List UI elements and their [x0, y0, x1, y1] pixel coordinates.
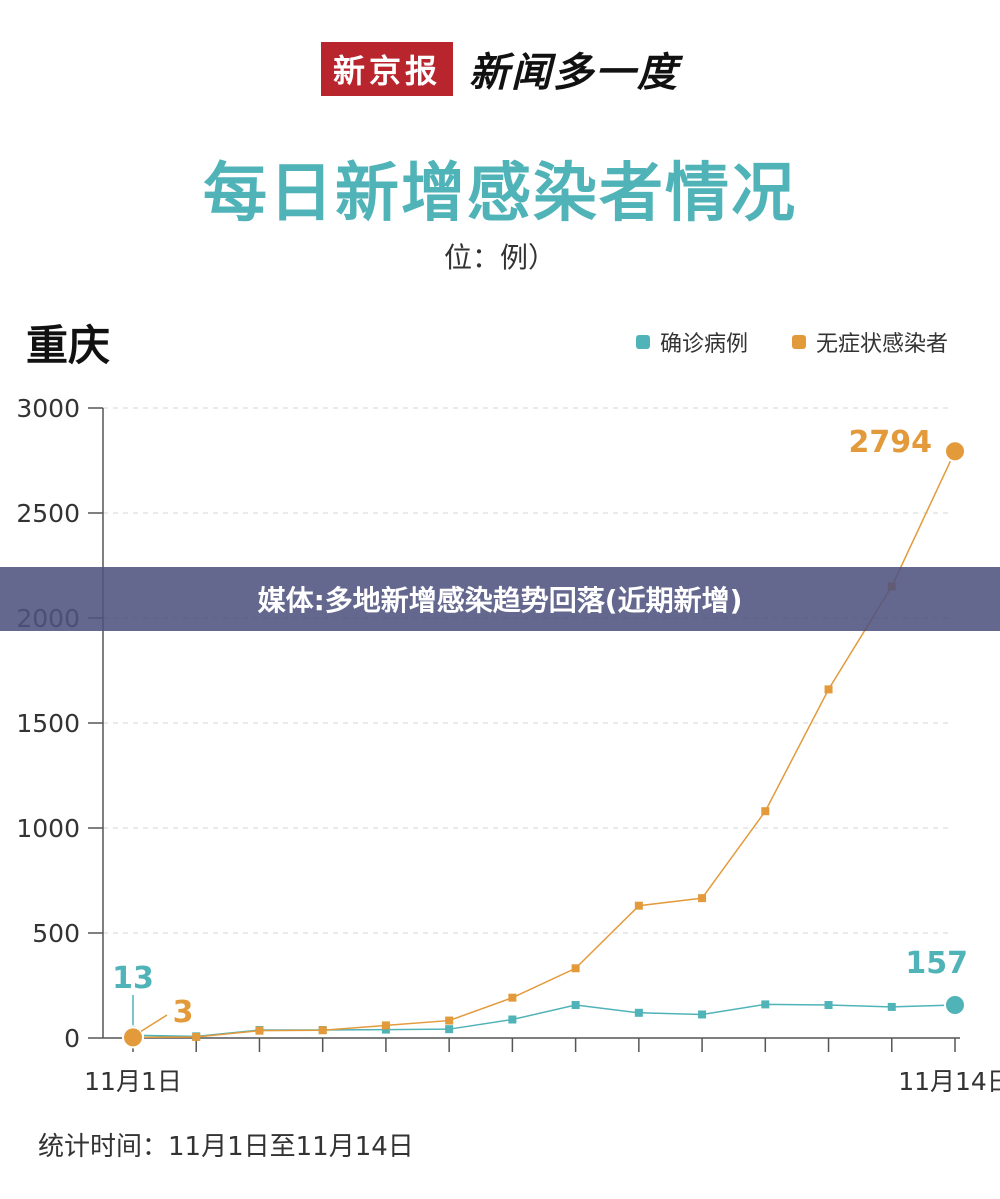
series-point-confirmed	[508, 1015, 517, 1024]
footnote: 统计时间：11月1日至11月14日	[38, 1132, 414, 1162]
series-point-asymptomatic	[571, 964, 580, 973]
data-label-asymptomatic-first: 3	[173, 995, 194, 1030]
series-point-asymptomatic	[445, 1016, 454, 1025]
legend-label-asymptomatic: 无症状感染者	[815, 332, 948, 357]
series-point-asymptomatic	[824, 685, 833, 694]
legend-swatch-asymptomatic	[791, 335, 806, 349]
brand-logo: 新京报	[320, 42, 453, 96]
series-endpoint-asymptomatic	[122, 1026, 144, 1049]
series-point-confirmed	[381, 1025, 390, 1034]
y-tick-label: 1000	[16, 814, 80, 843]
chart-title: 重庆	[26, 321, 111, 370]
series-point-asymptomatic	[192, 1032, 201, 1041]
legend-label-confirmed: 确诊病例	[659, 332, 748, 357]
chart-legend: 确诊病例 无症状感染者	[635, 326, 948, 358]
series-endpoint-asymptomatic	[944, 440, 966, 463]
data-label-asymptomatic-last: 2794	[849, 425, 933, 460]
legend-item-asymptomatic: 无症状感染者	[791, 326, 948, 358]
series-point-asymptomatic	[255, 1026, 264, 1035]
y-tick-label: 0	[64, 1024, 80, 1053]
series-line-asymptomatic	[132, 450, 956, 1039]
series-point-asymptomatic	[318, 1026, 327, 1035]
y-tick-label: 2500	[16, 499, 80, 528]
legend-item-confirmed: 确诊病例	[635, 326, 748, 358]
series-point-asymptomatic	[634, 901, 643, 910]
y-tick-label: 500	[32, 919, 80, 948]
series-point-confirmed	[445, 1025, 454, 1034]
label-leader-asymptomatic	[140, 1014, 168, 1033]
series-point-confirmed	[824, 1001, 833, 1010]
x-tick-label: 11月1日	[84, 1067, 182, 1096]
series-point-confirmed	[571, 1001, 580, 1010]
series-point-confirmed	[698, 1010, 707, 1019]
series-point-asymptomatic	[698, 894, 707, 903]
brand-header: 新京报 新闻多一度	[0, 40, 1000, 98]
data-label-confirmed-first: 13	[112, 961, 154, 996]
series-point-asymptomatic	[381, 1021, 390, 1030]
headline-banner: 媒体:多地新增感染趋势回落(近期新增)	[0, 567, 1000, 631]
legend-swatch-confirmed	[635, 335, 650, 349]
unit-label: 位：例）	[443, 241, 556, 274]
series-point-confirmed	[761, 1000, 770, 1009]
data-label-confirmed-last: 157	[905, 946, 968, 981]
series-point-asymptomatic	[761, 807, 770, 816]
series-endpoint-confirmed	[944, 994, 966, 1017]
y-tick-label: 1500	[16, 709, 80, 738]
y-tick-label: 3000	[16, 394, 80, 423]
x-tick-label: 11月14日	[898, 1067, 1000, 1096]
series-point-confirmed	[634, 1008, 643, 1017]
page-title: 每日新增感染者情况	[203, 157, 797, 231]
brand-slogan: 新闻多一度	[469, 50, 679, 96]
series-point-asymptomatic	[508, 993, 517, 1002]
series-point-confirmed	[887, 1002, 896, 1011]
